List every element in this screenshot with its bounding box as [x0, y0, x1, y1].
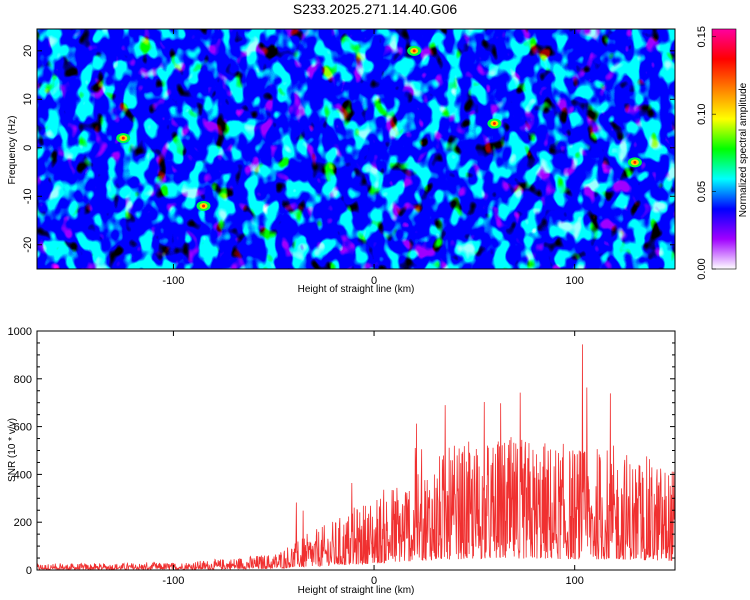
snr-y-tick-label: 1000 — [8, 326, 32, 338]
snr-x-tick-label: 100 — [566, 575, 584, 587]
colorbar-tick-label: 0.00 — [696, 258, 708, 279]
snr-y-tick-label: 800 — [14, 374, 32, 386]
snr-y-axis-label: SNR (10 * v/v) — [7, 418, 18, 482]
heatmap-peak-center — [633, 160, 637, 164]
heatmap-x-tick-label: 100 — [566, 275, 584, 287]
heatmap-peak-center — [202, 204, 206, 208]
snr-x-ticks: -100 0 100 — [162, 331, 584, 587]
snr-y-ticks: 0 200 400 600 800 1000 — [8, 326, 675, 577]
colorbar-tick-label: 0.15 — [696, 26, 708, 47]
colorbar: 0.00 0.05 0.10 0.15 Normalized spectral amp… — [696, 26, 749, 280]
snr-x-axis-label: Height of straight line (km) — [298, 585, 415, 596]
snr-panel: -100 0 100 0 200 400 600 800 1000 Height of str… — [7, 326, 676, 596]
heatmap-x-tick-label: 0 — [371, 275, 377, 287]
heatmap-x-ticks: -100 0 100 — [162, 29, 584, 287]
heatmap-y-axis-label: Frequency (Hz) — [7, 116, 18, 185]
heatmap-y-tick-label: 20 — [22, 45, 34, 57]
heatmap-field — [37, 29, 675, 269]
snr-series-line — [37, 344, 675, 570]
snr-y-tick-label: 0 — [26, 565, 32, 577]
colorbar-tick-label: 0.10 — [696, 103, 708, 124]
heatmap-x-axis-label: Height of straight line (km) — [298, 284, 415, 295]
heatmap-y-ticks: -20 -10 0 10 20 — [22, 45, 675, 253]
heatmap-y-tick-label: 10 — [22, 93, 34, 105]
snr-x-tick-label: 0 — [371, 575, 377, 587]
snr-y-tick-label: 200 — [14, 517, 32, 529]
snr-x-tick-label: -100 — [162, 575, 184, 587]
snr-plot-area — [37, 331, 675, 570]
heatmap-y-tick-label: -10 — [22, 188, 34, 204]
colorbar-tick-label: 0.05 — [696, 181, 708, 202]
heatmap-peak-center — [412, 49, 416, 53]
heatmap-y-tick-label: -20 — [22, 237, 34, 253]
page-title: S233.2025.271.14.40.G06 — [292, 1, 458, 17]
heatmap-peak-center — [121, 136, 125, 140]
colorbar-ticks: 0.00 0.05 0.10 0.15 — [696, 26, 716, 280]
heatmap-y-tick-label: 0 — [22, 145, 34, 151]
snr-y-tick-label: 600 — [14, 422, 32, 434]
heatmap-peak-center — [492, 122, 496, 126]
heatmap-peaks — [116, 45, 642, 211]
colorbar-bar — [712, 29, 736, 269]
heatmap-x-tick-label: -100 — [162, 275, 184, 287]
colorbar-frame — [711, 28, 737, 270]
snr-y-tick-label: 400 — [14, 469, 32, 481]
colorbar-label: Normalized spectral amplitude — [738, 82, 749, 217]
heatmap-frame — [36, 28, 676, 270]
